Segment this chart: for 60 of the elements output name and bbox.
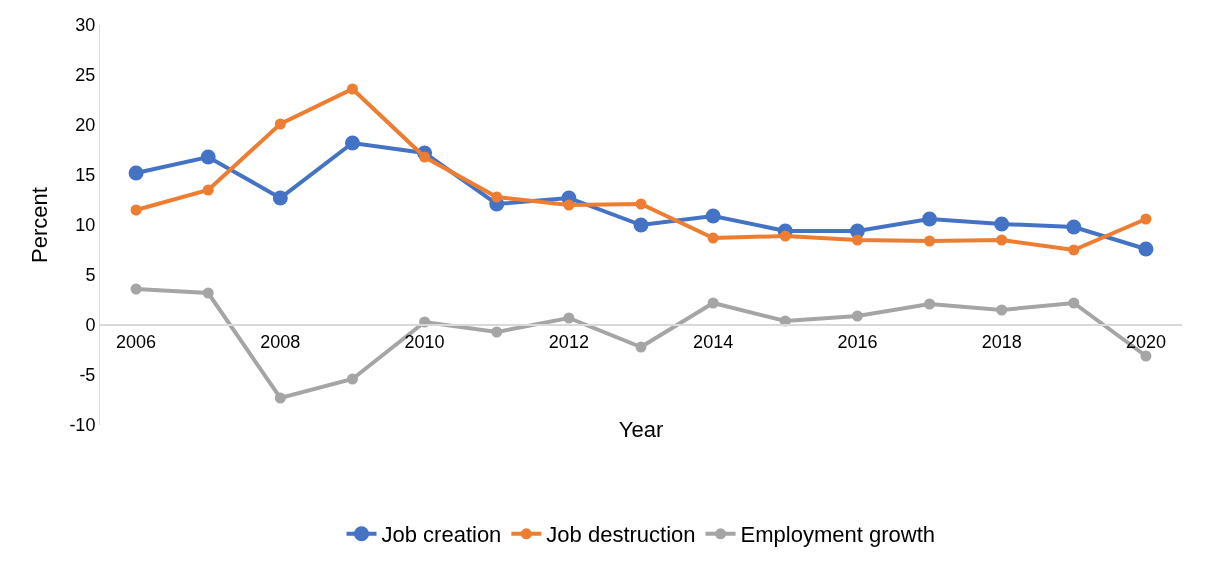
point xyxy=(996,304,1008,316)
x-tick-label: 2018 xyxy=(981,331,1022,352)
point xyxy=(1140,213,1152,225)
y-axis-title: Percent xyxy=(27,187,53,263)
point xyxy=(996,234,1008,246)
point xyxy=(1138,241,1154,257)
x-tick-label: 2016 xyxy=(837,331,878,352)
point xyxy=(274,392,286,404)
point xyxy=(491,191,503,203)
point xyxy=(635,341,647,353)
point xyxy=(1068,297,1080,309)
point xyxy=(202,287,214,299)
x-tick-label: 2008 xyxy=(260,331,301,352)
point xyxy=(851,234,863,246)
point xyxy=(563,199,575,211)
y-tick-label: -5 xyxy=(79,365,96,386)
point xyxy=(635,198,647,210)
y-tick-label: 15 xyxy=(75,165,96,186)
point xyxy=(274,118,286,130)
point xyxy=(202,184,214,196)
point xyxy=(1068,244,1080,256)
x-tick-label: 2020 xyxy=(1125,331,1166,352)
point xyxy=(707,232,719,244)
x-tick-label: 2006 xyxy=(116,331,157,352)
point xyxy=(344,135,360,151)
point xyxy=(707,297,719,309)
point xyxy=(419,151,431,163)
point xyxy=(491,326,503,338)
point xyxy=(1140,350,1152,362)
point xyxy=(128,165,144,181)
point xyxy=(130,204,142,216)
point xyxy=(130,283,142,295)
point xyxy=(346,373,358,385)
point xyxy=(994,216,1010,232)
point xyxy=(705,208,721,224)
y-tick-label: 20 xyxy=(75,115,96,136)
point xyxy=(779,230,791,242)
x-tick-label: 2010 xyxy=(404,331,445,352)
legend-label: Job creation xyxy=(381,522,502,548)
point xyxy=(563,312,575,324)
x-tick-label: 2014 xyxy=(693,331,734,352)
x-axis-title: Year xyxy=(618,417,664,442)
point xyxy=(924,298,936,310)
y-tick-label: 0 xyxy=(85,315,96,336)
y-tick-label: 25 xyxy=(75,65,96,86)
point xyxy=(922,211,938,227)
legend-label: Job destruction xyxy=(546,522,696,548)
point xyxy=(272,190,288,206)
point xyxy=(1066,219,1082,235)
point xyxy=(346,83,358,95)
y-tick-label: 30 xyxy=(75,15,96,36)
y-tick-label: -10 xyxy=(69,415,96,436)
x-tick-label: 2012 xyxy=(548,331,589,352)
y-tick-label: 10 xyxy=(75,215,96,236)
point xyxy=(200,149,216,165)
point xyxy=(633,217,649,233)
point xyxy=(851,310,863,322)
y-tick-label: 5 xyxy=(85,265,96,286)
point xyxy=(924,235,936,247)
legend-label: Employment growth xyxy=(740,522,935,548)
